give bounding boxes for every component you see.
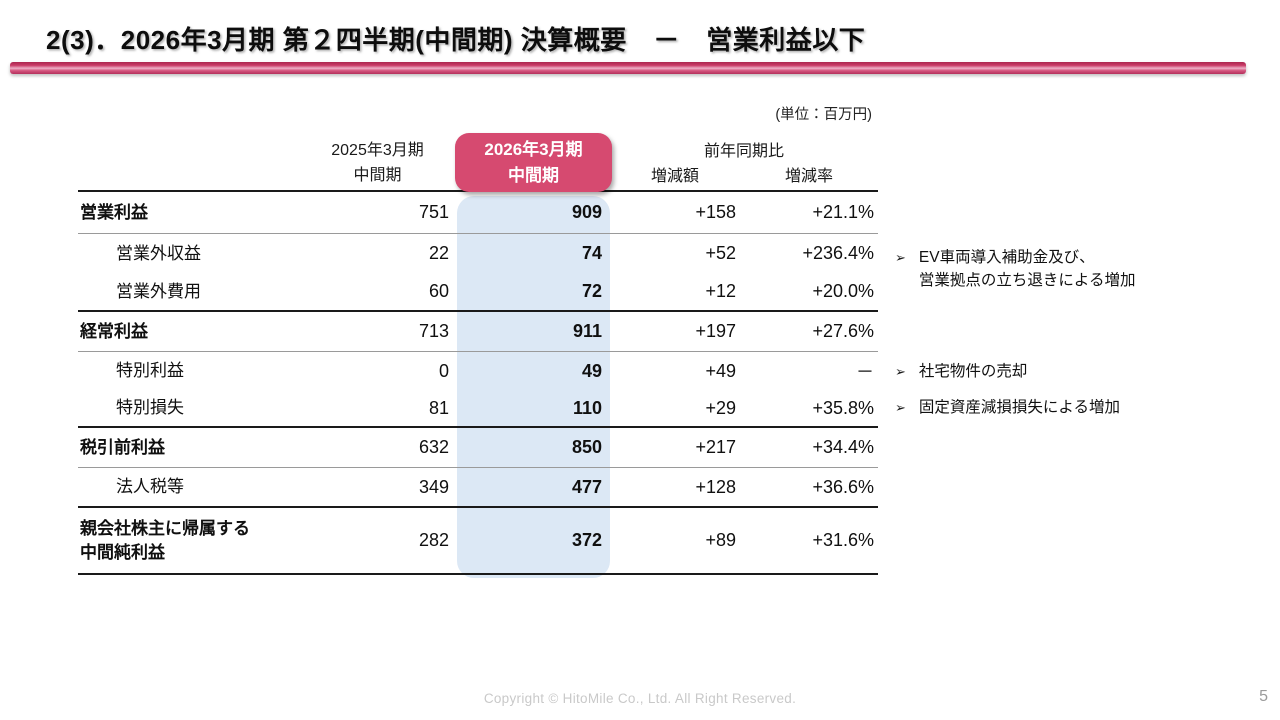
column-header-yoy-rate: 増減率 [784, 168, 833, 185]
annotation-non-operating: ➢ EV車両導入補助金及び、 営業拠点の立ち退きによる増加 [895, 246, 1135, 292]
page-number: 5 [1259, 688, 1268, 705]
cell-yoy-amount: +52 [705, 243, 736, 263]
current-period-highlight-badge: 2026年3月期 中間期 [455, 133, 612, 192]
financial-table: 営業利益 751 909 +158 +21.1% 営業外収益 22 74 +52… [78, 190, 878, 578]
cell-yoy-amount: +217 [695, 437, 736, 457]
cell-prev: 751 [418, 202, 449, 222]
page-title: 2(3)．2026年3月期 第２四半期(中間期) 決算概要 － 営業利益以下 [46, 25, 866, 55]
cell-prev: 349 [418, 476, 449, 497]
copyright-text: Copyright © HitoMile Co., Ltd. All Right… [483, 691, 797, 706]
column-header-prev-line2: 中間期 [353, 167, 402, 184]
cell-current: 74 [581, 243, 602, 263]
annotation-text: EV車両導入補助金及び、 営業拠点の立ち退きによる増加 [918, 249, 1136, 289]
cell-current: 49 [581, 360, 602, 381]
arrow-bullet-icon: ➢ [895, 364, 906, 379]
row-label: 親会社株主に帰属する 中間純利益 [80, 518, 250, 562]
cell-yoy-amount: +197 [695, 321, 736, 341]
cell-yoy-amount: +89 [705, 530, 736, 550]
row-non-operating-income: 営業外収益 22 74 +52 +236.4% [78, 234, 878, 273]
cell-yoy-rate: +21.1% [812, 202, 874, 222]
cell-prev: 60 [428, 281, 449, 301]
cell-prev: 0 [438, 360, 449, 381]
cell-yoy-amount: +49 [705, 360, 736, 381]
column-header-current-line2: 中間期 [508, 165, 559, 185]
cell-yoy-rate: +27.6% [812, 321, 874, 341]
row-label: 経常利益 [80, 321, 148, 341]
cell-prev: 282 [418, 530, 449, 550]
arrow-bullet-icon: ➢ [895, 250, 906, 265]
row-pretax-income: 税引前利益 632 850 +217 +34.4% [78, 428, 878, 468]
cell-current: 911 [572, 321, 602, 341]
column-header-prev-period: 2025年3月期 中間期 [300, 138, 455, 188]
row-label: 営業利益 [80, 202, 148, 222]
cell-current: 372 [571, 530, 602, 550]
arrow-bullet-icon: ➢ [895, 400, 906, 415]
row-ordinary-income: 経常利益 713 911 +197 +27.6% [78, 312, 878, 352]
row-extraordinary-losses: 特別損失 81 110 +29 +35.8% [78, 390, 878, 428]
column-header-current-line1: 2026年3月期 [484, 139, 583, 159]
cell-current: 110 [572, 397, 602, 418]
row-label: 法人税等 [116, 477, 184, 496]
row-non-operating-expenses: 営業外費用 60 72 +12 +20.0% [78, 273, 878, 312]
column-header-yoy: 前年同期比 [703, 143, 784, 160]
cell-yoy-amount: +128 [695, 476, 736, 497]
row-label: 税引前利益 [80, 437, 165, 457]
annotation-extraordinary-income: ➢ 社宅物件の売却 [895, 360, 1027, 383]
row-label: 営業外収益 [116, 243, 201, 263]
column-header-yoy-amount: 増減額 [650, 168, 699, 185]
cell-yoy-rate: +20.0% [812, 281, 874, 301]
row-label: 特別利益 [116, 361, 184, 380]
cell-prev: 713 [418, 321, 449, 341]
row-income-taxes: 法人税等 349 477 +128 +36.6% [78, 468, 878, 508]
row-label: 特別損失 [116, 398, 184, 417]
cell-yoy-amount: +12 [705, 281, 736, 301]
title-underline-bar [10, 62, 1246, 74]
column-header-prev-line1: 2025年3月期 [331, 142, 424, 159]
annotation-text: 固定資産減損損失による増加 [918, 399, 1120, 416]
row-label: 営業外費用 [116, 281, 201, 301]
cell-current: 909 [571, 202, 602, 222]
cell-yoy-rate: － [856, 362, 874, 382]
cell-yoy-rate: +35.8% [812, 397, 874, 418]
cell-yoy-amount: +158 [695, 202, 736, 222]
cell-yoy-rate: +34.4% [812, 437, 874, 457]
cell-yoy-amount: +29 [705, 397, 736, 418]
annotation-extraordinary-losses: ➢ 固定資産減損損失による増加 [895, 396, 1120, 419]
cell-current: 72 [581, 281, 602, 301]
row-net-income-attributable-to-parent: 親会社株主に帰属する 中間純利益 282 372 +89 +31.6% [78, 508, 878, 575]
cell-prev: 632 [418, 437, 449, 457]
row-operating-income: 営業利益 751 909 +158 +21.1% [78, 192, 878, 234]
cell-yoy-rate: +36.6% [812, 476, 874, 497]
annotation-text: 社宅物件の売却 [918, 363, 1028, 380]
row-extraordinary-income: 特別利益 0 49 +49 － [78, 352, 878, 390]
cell-yoy-rate: +31.6% [812, 530, 874, 550]
cell-prev: 81 [428, 397, 449, 418]
cell-current: 477 [571, 476, 602, 497]
cell-current: 850 [571, 437, 602, 457]
unit-note: (単位：百万円) [775, 107, 872, 123]
cell-yoy-rate: +236.4% [802, 243, 874, 263]
cell-prev: 22 [428, 243, 449, 263]
current-period-highlight-column [457, 196, 610, 578]
